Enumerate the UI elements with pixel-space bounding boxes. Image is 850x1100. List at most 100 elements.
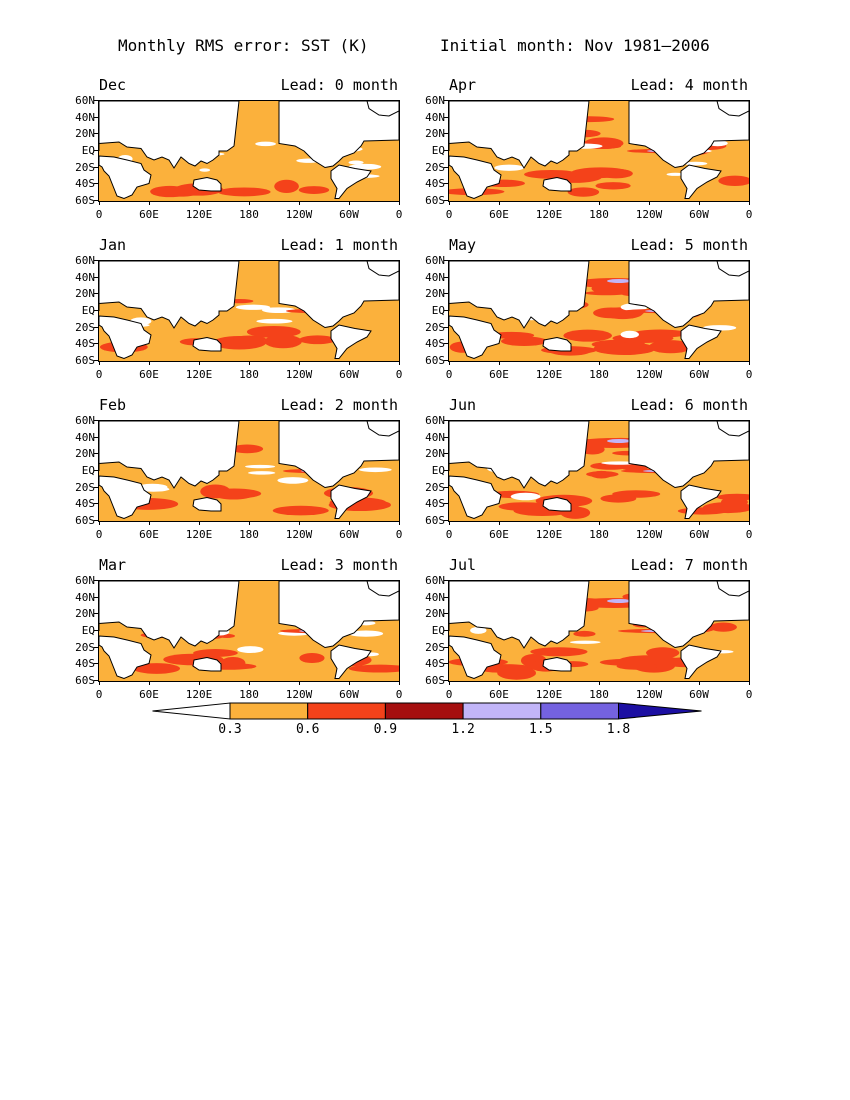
latitude-tick	[444, 150, 448, 151]
longitude-tick	[649, 521, 650, 525]
latitude-label: 20N	[75, 287, 95, 301]
longitude-tick	[549, 681, 550, 685]
colorbar-segment	[462, 702, 542, 720]
low-error-patch	[620, 330, 639, 339]
error-patch-midlat	[573, 630, 596, 637]
latitude-label: 20S	[425, 160, 445, 174]
longitude-tick	[399, 361, 400, 365]
latitude-label: EQ	[81, 624, 95, 637]
land-mass	[366, 261, 399, 277]
longitude-tick	[299, 681, 300, 685]
land-mass	[628, 261, 749, 329]
low-error-patch	[199, 168, 211, 172]
longitude-tick	[149, 521, 150, 525]
land-mass	[542, 336, 572, 352]
colorbar-label: 0.3	[218, 722, 242, 737]
longitude-tick	[449, 361, 450, 365]
panel-month-label: May	[449, 236, 477, 254]
longitude-tick	[249, 361, 250, 365]
panel-month-label: Jul	[449, 556, 477, 574]
longitude-tick	[449, 681, 450, 685]
latitude-label: 60S	[75, 514, 95, 527]
panel-month-label: Feb	[99, 396, 127, 414]
longitude-tick	[549, 201, 550, 205]
land-mass	[542, 656, 572, 672]
error-patch-midlat	[586, 471, 619, 478]
latitude-tick	[94, 436, 98, 438]
longitude-label: 0	[745, 528, 753, 541]
land-mass	[716, 261, 749, 277]
error-patch-southern	[133, 663, 181, 674]
longitude-tick	[499, 681, 500, 685]
colorbar-label: 0.6	[295, 722, 320, 737]
longitude-label: 0	[745, 208, 753, 221]
error-north-pacific-core	[607, 279, 631, 283]
longitude-label: 120E	[535, 688, 563, 701]
land-mass	[99, 155, 152, 200]
land-mass	[449, 155, 502, 200]
latitude-tick	[94, 166, 98, 168]
latitude-tick	[444, 343, 448, 345]
sst-rms-map	[448, 260, 750, 362]
error-patch-southern	[497, 666, 537, 680]
latitude-tick	[444, 133, 448, 135]
latitude-label: 40N	[75, 270, 95, 284]
longitude-tick	[499, 521, 500, 525]
latitude-tick	[94, 276, 98, 278]
latitude-label: 40N	[425, 110, 445, 124]
figure-title-left: Monthly RMS error: SST (K)	[118, 36, 369, 55]
error-north-pacific-core	[607, 599, 631, 603]
latitude-label: 40S	[75, 497, 95, 511]
latitude-label: EQ	[81, 464, 95, 477]
land-mass	[628, 101, 749, 169]
latitude-tick	[444, 630, 448, 631]
longitude-tick	[149, 201, 150, 205]
colorbar-label: 1.2	[451, 722, 475, 737]
longitude-tick	[299, 361, 300, 365]
longitude-tick	[749, 521, 750, 525]
land-mass	[99, 421, 240, 489]
land-mass	[680, 644, 722, 679]
latitude-tick	[444, 326, 448, 328]
latitude-label: 60S	[425, 354, 445, 367]
error-patch-southern	[501, 336, 548, 347]
longitude-tick	[749, 681, 750, 685]
land-mass	[542, 496, 572, 512]
longitude-label: 120E	[535, 368, 563, 381]
longitude-tick	[299, 521, 300, 525]
error-patch-midlat	[584, 290, 629, 296]
longitude-label: 120W	[635, 368, 663, 381]
error-patch-southern	[563, 329, 612, 342]
longitude-tick	[349, 201, 350, 205]
panel-lead-label: Lead: 5 month	[630, 236, 748, 254]
latitude-label: 40S	[75, 177, 95, 191]
latitude-tick	[444, 166, 448, 168]
latitude-tick	[444, 520, 448, 521]
longitude-label: 0	[445, 368, 453, 381]
longitude-label: 0	[95, 688, 103, 701]
longitude-label: 0	[745, 688, 753, 701]
longitude-tick	[199, 361, 200, 365]
longitude-tick	[399, 521, 400, 525]
longitude-label: 0	[445, 528, 453, 541]
low-error-patch	[247, 471, 276, 475]
longitude-label: 60W	[339, 528, 359, 541]
latitude-tick	[94, 100, 98, 101]
land-mass	[680, 324, 722, 359]
latitude-tick	[444, 613, 448, 615]
panel-month-label: Mar	[99, 556, 127, 574]
longitude-tick	[499, 361, 500, 365]
latitude-tick	[444, 276, 448, 278]
latitude-tick	[444, 486, 448, 488]
figure-title-right: Initial month: Nov 1981–2006	[440, 36, 710, 55]
longitude-tick	[649, 201, 650, 205]
land-mass	[449, 421, 590, 489]
latitude-label: 60N	[75, 254, 95, 267]
colorbar-segment	[229, 702, 309, 720]
longitude-label: 60W	[689, 368, 709, 381]
latitude-tick	[94, 630, 98, 631]
land-mass	[330, 484, 372, 519]
latitude-tick	[94, 360, 98, 361]
latitude-tick	[444, 183, 448, 185]
latitude-tick	[444, 310, 448, 311]
